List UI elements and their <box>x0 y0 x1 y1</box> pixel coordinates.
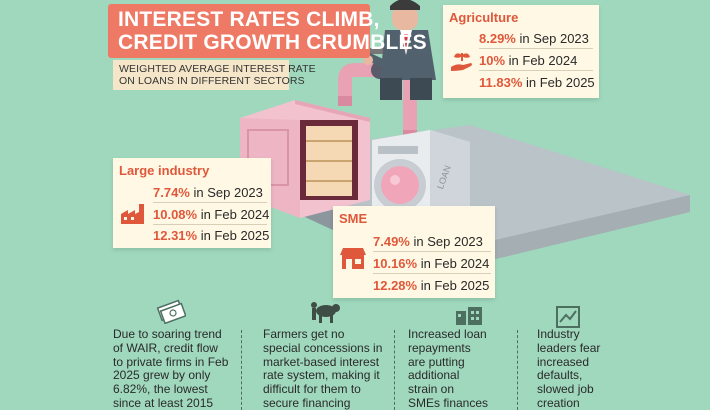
subtitle: WEIGHTED AVERAGE INTEREST RATE ON LOANS … <box>113 60 316 90</box>
rate-row: 12.31% in Feb 2025 <box>153 228 270 245</box>
title-banner: INTEREST RATES CLIMB, CREDIT GROWTH CRUM… <box>108 4 427 58</box>
rate-period: in Feb 2024 <box>197 207 270 222</box>
rate-value: 8.29% <box>479 31 516 46</box>
card-title: Large industry <box>119 163 210 178</box>
rate-value: 10% <box>479 53 506 68</box>
note-credit-flow: Due to soaring trend of WAIR, credit flo… <box>113 327 229 410</box>
note-line: 2025 grew by only <box>113 368 211 383</box>
note-line: difficult for them to <box>263 382 361 397</box>
rate-period: in Feb 2025 <box>197 228 270 243</box>
note-industry: Industry leaders fear increased defaults… <box>537 327 601 410</box>
title-line-1: INTEREST RATES CLIMB, <box>118 8 380 31</box>
rate-value: 12.31% <box>153 228 198 243</box>
note-line: repayments <box>408 340 471 355</box>
large-industry-card: Large industry 7.74% in Sep 2023 10.08% … <box>113 158 271 248</box>
note-line: 6.82%, the lowest <box>113 382 208 397</box>
rate-period: in Feb 2025 <box>417 278 490 293</box>
note-sme-finances: Increased loan repayments are putting ad… <box>408 327 489 410</box>
note-line: rate system, making it <box>263 368 380 383</box>
note-line: secure financing <box>263 395 351 410</box>
note-line: of WAIR, credit flow <box>113 340 218 355</box>
note-line: are putting <box>408 354 465 369</box>
rate-value: 11.83% <box>479 75 523 90</box>
note-line: SMEs finances <box>408 395 489 410</box>
note-line: since at least 2015 <box>113 395 214 410</box>
rate-period: in Feb 2025 <box>522 75 595 90</box>
divider <box>241 330 242 410</box>
card-title: Agriculture <box>449 10 519 25</box>
note-line: Industry <box>537 327 580 341</box>
factory-icon <box>121 204 144 224</box>
money-icon <box>156 299 186 324</box>
note-line: leaders fear <box>537 340 601 355</box>
rate-value: 10.16% <box>373 256 418 271</box>
title-line-2: CREDIT GROWTH CRUMBLES <box>118 31 427 54</box>
agriculture-card: Agriculture 8.29% in Sep 2023 10% in Feb… <box>443 5 599 98</box>
plant-hand-icon <box>451 53 472 71</box>
note-line: Increased loan <box>408 327 487 341</box>
broken-chart-icon <box>556 306 580 328</box>
shops-icon <box>456 307 482 325</box>
card-title: SME <box>339 211 368 226</box>
rate-row: 12.28% in Feb 2025 <box>373 278 491 295</box>
note-line: creation <box>537 395 580 410</box>
rate-row: 10.08% in Feb 2024 <box>153 207 270 225</box>
note-line: Farmers get no <box>263 327 345 341</box>
subtitle-line-2: ON LOANS IN DIFFERENT SECTORS <box>119 75 305 87</box>
subtitle-line-1: WEIGHTED AVERAGE INTEREST RATE <box>119 63 316 75</box>
vault <box>240 100 370 218</box>
note-line: increased <box>537 354 590 369</box>
rate-row: 8.29% in Sep 2023 <box>479 31 593 49</box>
rate-value: 7.49% <box>373 234 410 249</box>
note-line: market-based interest <box>263 354 380 369</box>
note-line: additional <box>408 368 460 383</box>
rate-row: 10% in Feb 2024 <box>479 53 593 71</box>
rate-value: 7.74% <box>153 185 190 200</box>
sme-card: SME 7.49% in Sep 2023 10.16% in Feb 2024… <box>333 206 495 298</box>
divider <box>517 330 518 410</box>
rate-row: 10.16% in Feb 2024 <box>373 256 491 274</box>
note-line: slowed job <box>537 382 594 397</box>
rate-row: 7.49% in Sep 2023 <box>373 234 491 252</box>
businessman <box>363 0 436 100</box>
rate-row: 11.83% in Feb 2025 <box>479 75 595 92</box>
rate-value: 12.28% <box>373 278 418 293</box>
rate-period: in Feb 2024 <box>417 256 490 271</box>
note-line: strain on <box>408 382 455 397</box>
note-line: defaults, <box>537 368 583 383</box>
rate-period: in Sep 2023 <box>515 31 589 46</box>
rate-value: 10.08% <box>153 207 198 222</box>
note-farmers: Farmers get no special concessions in ma… <box>263 327 383 410</box>
rate-period: in Sep 2023 <box>409 234 483 249</box>
shop-icon <box>340 248 366 269</box>
rate-row: 7.74% in Sep 2023 <box>153 185 267 203</box>
farmer-icon <box>311 302 340 323</box>
note-line: to private firms in Feb <box>113 354 229 369</box>
rate-period: in Sep 2023 <box>189 185 263 200</box>
note-line: special concessions in <box>263 340 383 355</box>
note-line: Due to soaring trend <box>113 327 222 341</box>
rate-period: in Feb 2024 <box>505 53 578 68</box>
divider <box>394 330 395 410</box>
